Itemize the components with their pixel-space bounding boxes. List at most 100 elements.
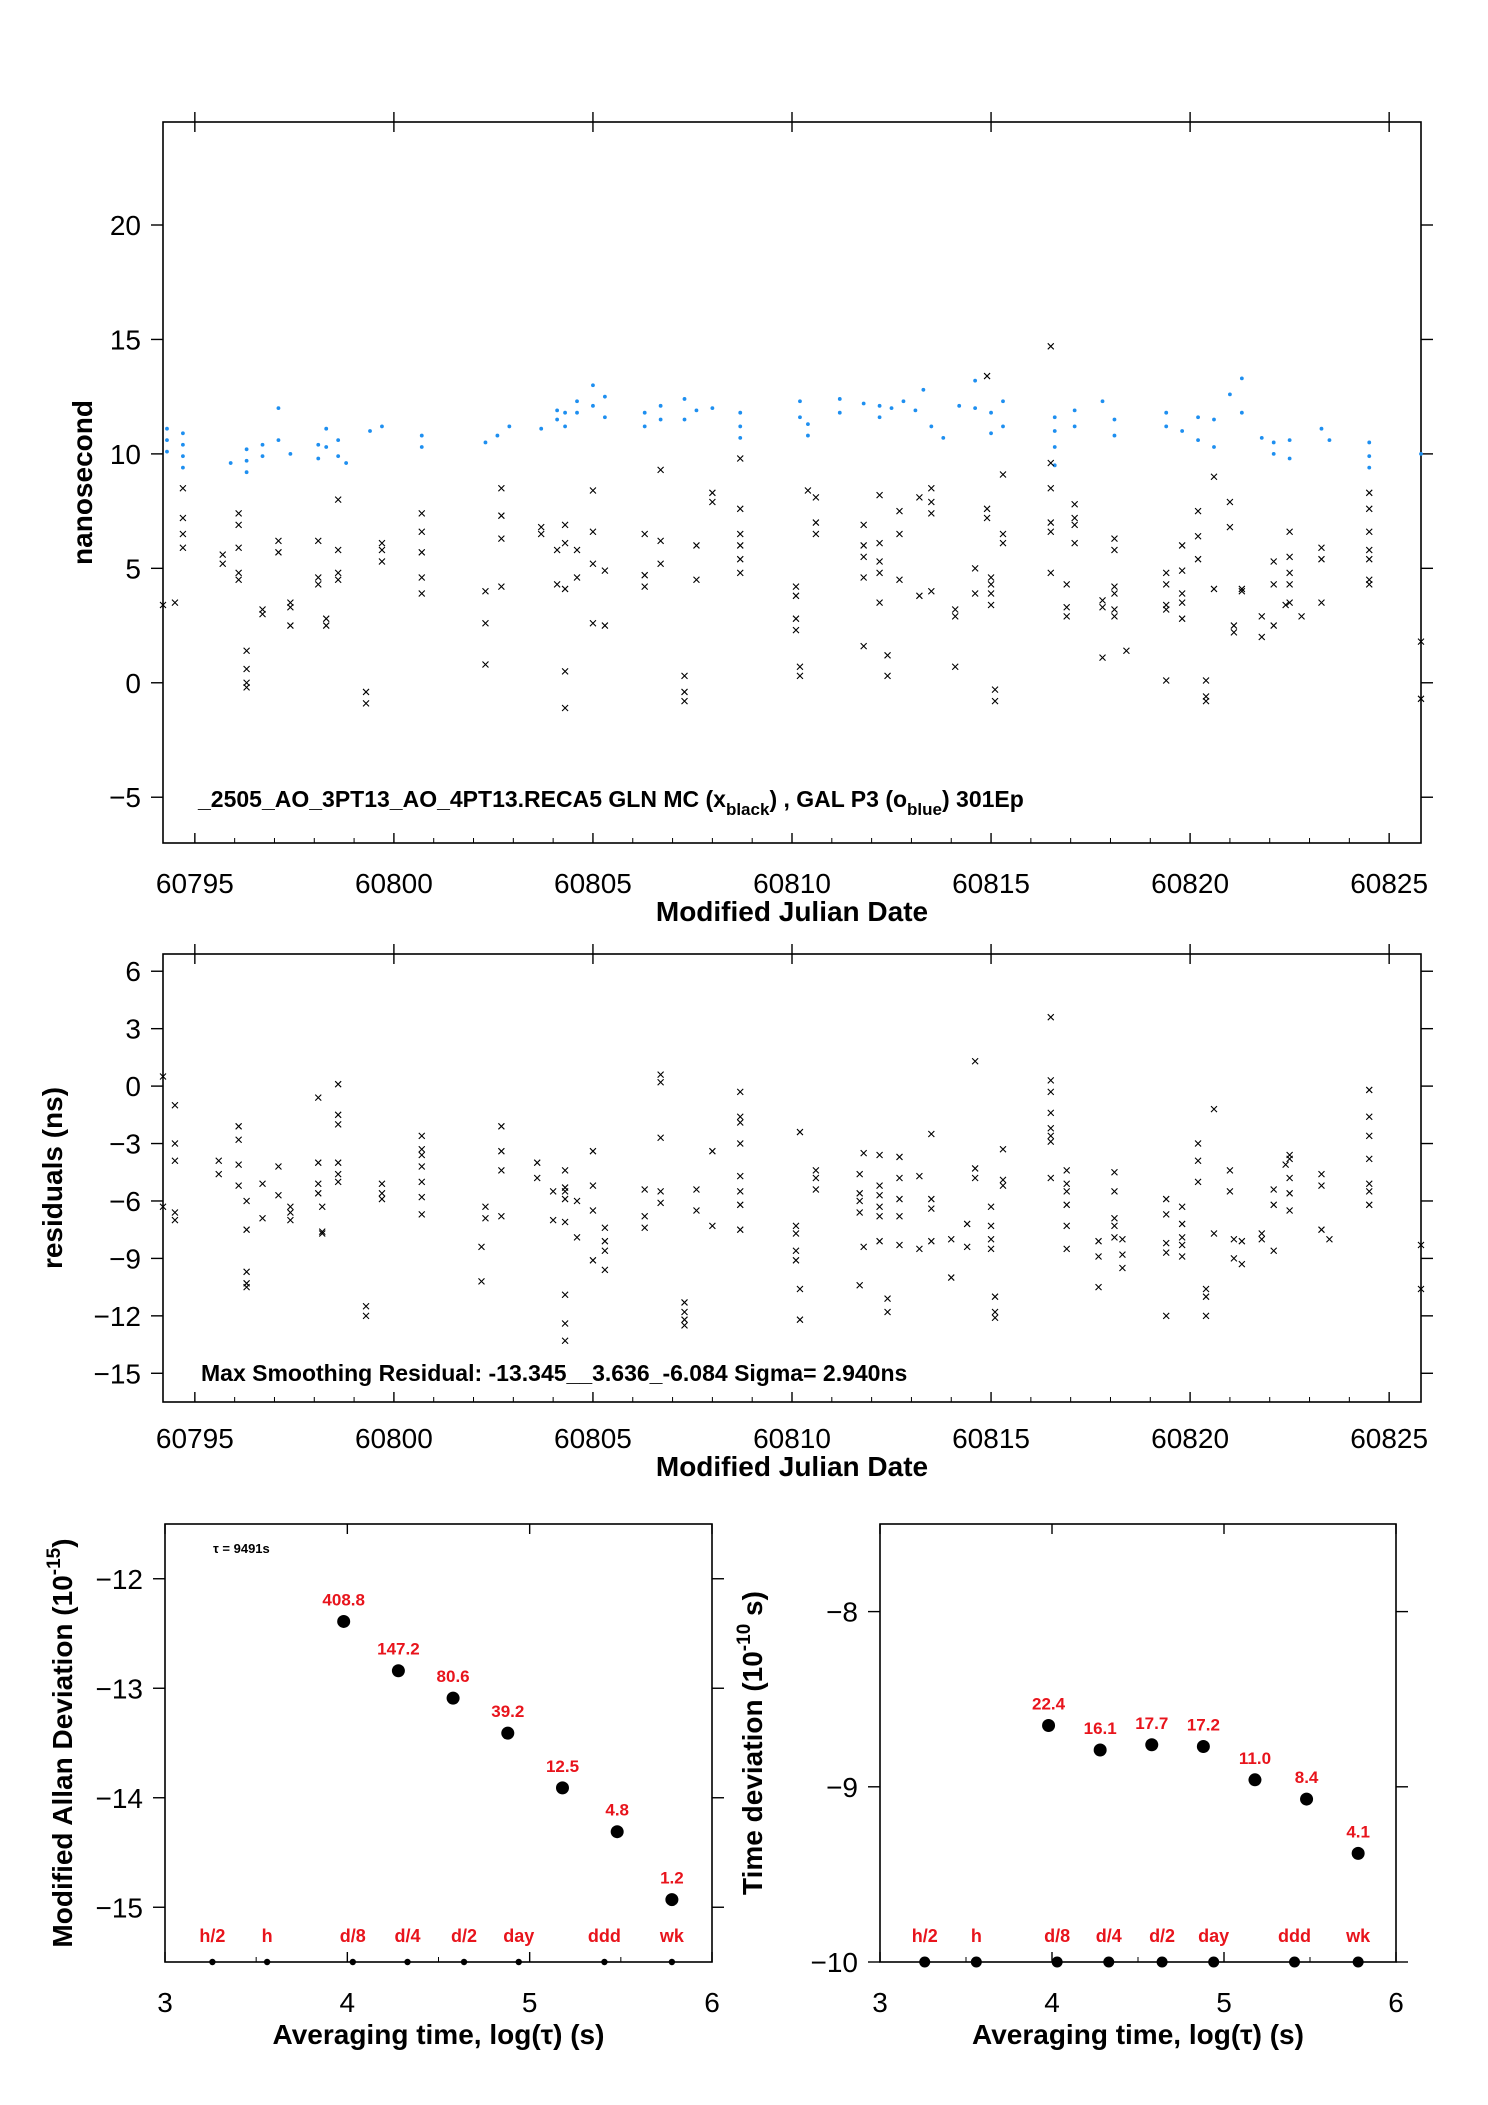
y-axis-title: residuals (ns) (37, 1087, 68, 1269)
deviation-label: 147.2 (377, 1640, 420, 1659)
data-point-x (1194, 1178, 1202, 1186)
data-point-x (860, 574, 868, 581)
data-point-x (171, 1157, 179, 1165)
data-point-x (641, 1224, 649, 1232)
data-point-x (497, 1212, 505, 1220)
data-point-x (1210, 585, 1218, 593)
data-point-x (1047, 569, 1055, 577)
data-point-x (243, 1197, 250, 1205)
deviation-label: 8.4 (1295, 1768, 1319, 1787)
data-point-x (334, 1159, 342, 1167)
data-point-x (1063, 603, 1071, 611)
data-point-x (553, 580, 561, 588)
data-point-x (856, 1209, 864, 1216)
data-point-blue (1212, 417, 1216, 422)
data-point-x (1318, 599, 1325, 607)
data-point-x (896, 507, 903, 515)
data-point-x (275, 1191, 282, 1199)
data-point-x (561, 704, 569, 712)
data-point-x (856, 1170, 864, 1178)
x-tick-label: 4 (340, 1987, 356, 2018)
data-point-x (1047, 484, 1055, 492)
data-point-x (1210, 1105, 1218, 1113)
data-point-x (1258, 633, 1266, 641)
data-point-x (681, 1322, 688, 1329)
data-point-blue (1327, 438, 1332, 443)
data-point-x (314, 1094, 322, 1101)
data-point-blue (181, 442, 185, 447)
y-tick-label: −13 (96, 1673, 144, 1704)
y-tick-label: 3 (125, 1014, 141, 1045)
data-point-x (589, 560, 597, 568)
data-point-x (896, 1241, 903, 1249)
data-point-x (1095, 1237, 1102, 1245)
data-point-blue (1367, 465, 1372, 470)
data-point-x (378, 546, 386, 554)
data-point-x (963, 1243, 971, 1251)
data-point-x (537, 523, 545, 531)
data-point-x (860, 542, 868, 549)
x-tick-label: 60800 (355, 1423, 433, 1454)
deviation-point (1145, 1738, 1159, 1752)
data-point-x (1286, 528, 1294, 536)
data-point-blue (181, 454, 185, 459)
residuals-panel: 60795 60800 60805 60810 60815 60820 60825 −15 −1… (37, 944, 1433, 1482)
data-point-x (561, 1320, 569, 1327)
data-point-x (1365, 555, 1373, 563)
data-point-x (573, 546, 581, 554)
data-point-x (1095, 1283, 1102, 1291)
data-point-x (589, 619, 597, 627)
data-point-x (1194, 1140, 1202, 1147)
data-point-x (275, 548, 282, 556)
data-point-x (999, 1145, 1007, 1153)
data-point-blue (288, 451, 293, 456)
data-point-x (987, 1222, 995, 1230)
data-point-blue (1228, 392, 1232, 397)
data-point-x (601, 622, 609, 629)
data-point-x (708, 1222, 716, 1230)
data-point-x (561, 1195, 569, 1203)
tau-marker-label: wk (1345, 1926, 1371, 1946)
data-point-x (497, 583, 505, 591)
x-axis-title: Averaging time, log(τ) (s) (972, 2019, 1304, 2050)
data-point-x (1326, 1235, 1333, 1243)
data-point-blue (806, 422, 810, 427)
mdev-panel: 3 4 5 6 −15 −14 −13 −12 Averaging time, log(τ) (… (44, 1523, 724, 2050)
data-point-x (1162, 580, 1170, 588)
y-tick-label: −8 (826, 1597, 858, 1628)
data-point-x (1365, 1188, 1373, 1195)
data-point-x (736, 542, 744, 549)
data-point-x (1202, 1285, 1210, 1293)
data-point-x (876, 1182, 883, 1190)
data-point-x (804, 487, 812, 494)
data-point-blue (1164, 424, 1169, 429)
data-point-x (796, 1285, 804, 1293)
data-point-x (259, 606, 266, 613)
y-tick-label: −10 (811, 1947, 859, 1978)
plot-frame (162, 953, 1422, 1403)
tau-marker-dot (1156, 1956, 1168, 1968)
data-point-blue (682, 417, 687, 422)
data-point-x (736, 530, 744, 538)
data-point-x (736, 1188, 744, 1195)
data-point-x (987, 601, 995, 609)
tau-marker-label: ddd (588, 1926, 621, 1946)
data-point-x (334, 1080, 342, 1088)
data-point-x (736, 1172, 744, 1180)
data-point-x (681, 1299, 688, 1306)
deviation-label: 1.2 (660, 1869, 684, 1888)
data-point-x (856, 1281, 864, 1289)
tau-marker-dot (1352, 1956, 1364, 1968)
data-point-x (243, 1268, 250, 1276)
data-point-x (497, 484, 505, 492)
data-point-x (999, 1176, 1007, 1184)
data-point-blue (941, 435, 946, 440)
data-point-x (1365, 528, 1373, 536)
deviation-point (337, 1614, 351, 1628)
data-point-x (561, 667, 569, 675)
data-point-blue (1180, 429, 1185, 433)
data-point-x (983, 505, 991, 513)
data-point-x (589, 1256, 597, 1264)
y-axis-title-exponent: -10 (734, 1624, 755, 1651)
y-tick-label: −12 (94, 1301, 142, 1332)
